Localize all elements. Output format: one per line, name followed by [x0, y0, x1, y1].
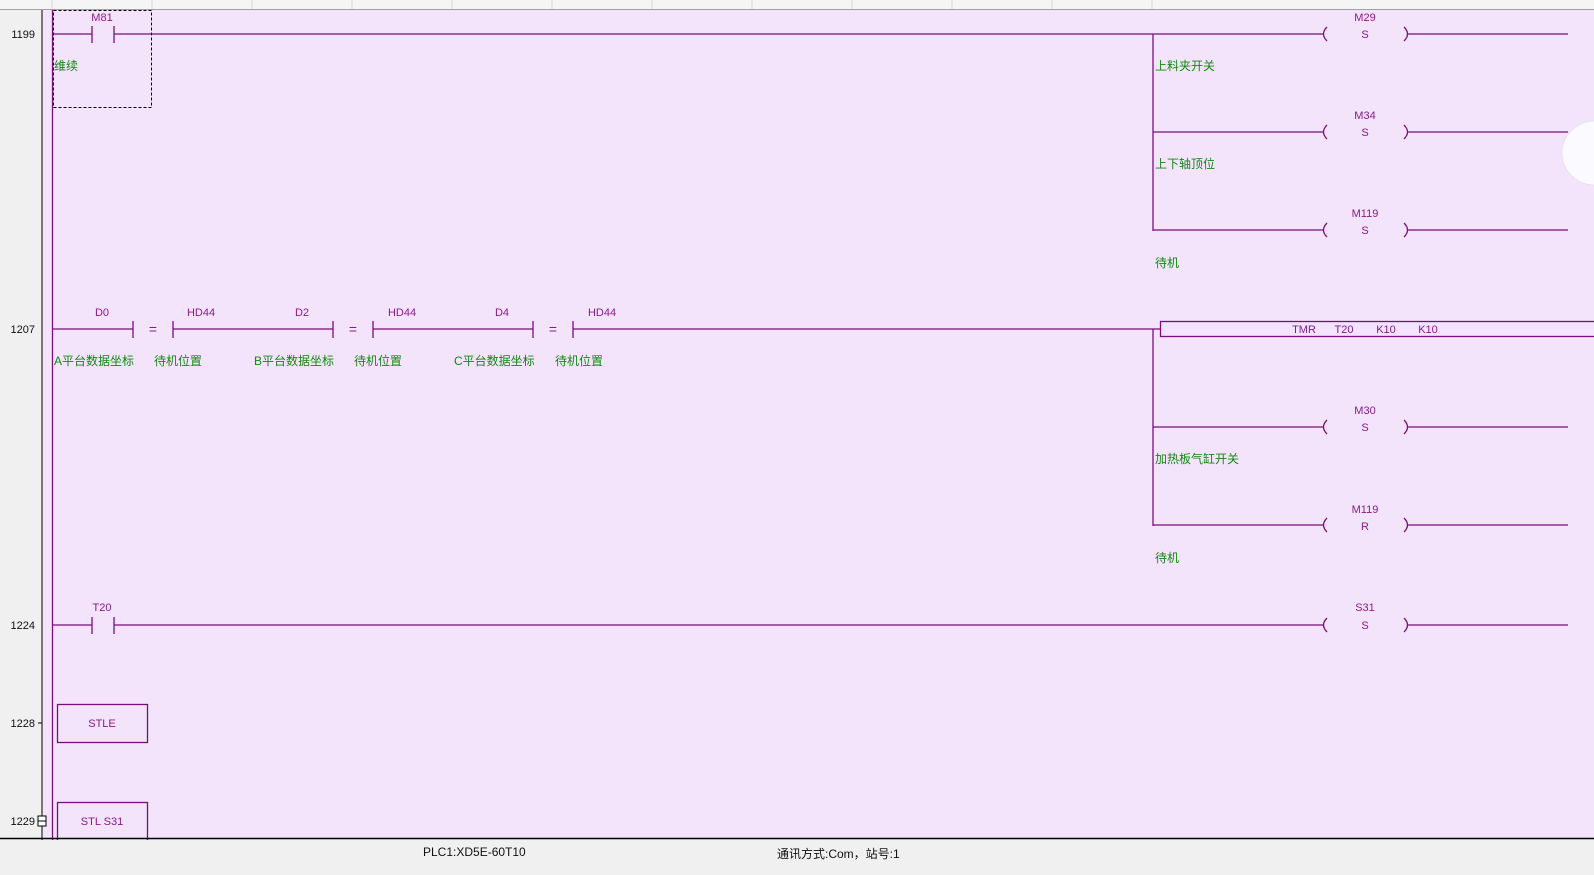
svg-text:D4: D4	[495, 307, 509, 319]
selection-cursor	[53, 10, 152, 108]
svg-text:待机: 待机	[1155, 256, 1179, 270]
ladder-background	[43, 10, 1594, 840]
svg-text:待机位置: 待机位置	[555, 353, 603, 368]
step-number: 1207	[11, 324, 35, 336]
svg-text:S31: S31	[1355, 602, 1375, 614]
svg-text:M30: M30	[1354, 405, 1375, 417]
svg-text:T20: T20	[93, 602, 112, 614]
svg-text:D0: D0	[95, 307, 109, 319]
svg-text:=: =	[349, 321, 357, 337]
plc-model: PLC1:XD5E-60T10	[423, 845, 526, 859]
step-number: 1228	[11, 718, 35, 730]
svg-text:K10: K10	[1376, 324, 1396, 336]
rung-1199[interactable]: M81 维续 M29 S 上料夹开关 M34 S 上下轴顶位 M119 S 待机	[53, 10, 1568, 271]
svg-text:S: S	[1361, 225, 1368, 237]
rung-1207[interactable]: D0 = HD44 A平台数据坐标 待机位置 D2 = HD44 B平台数据坐标…	[53, 307, 1594, 565]
svg-text:S: S	[1361, 29, 1368, 41]
svg-text:TMR: TMR	[1292, 324, 1316, 336]
stle-block[interactable]: STLE	[56, 703, 149, 744]
ladder-canvas[interactable]: 1199 1207 1224 1228 1229 M81 维续 M29 S 上料…	[0, 0, 1594, 854]
svg-text:K10: K10	[1418, 324, 1438, 336]
collapse-icon[interactable]	[37, 815, 47, 827]
svg-text:上料夹开关: 上料夹开关	[1155, 59, 1215, 73]
svg-text:T20: T20	[1335, 324, 1354, 336]
svg-text:S: S	[1361, 620, 1368, 632]
svg-text:STLE: STLE	[88, 718, 116, 730]
svg-text:S: S	[1361, 422, 1368, 434]
rung-1224[interactable]: T20 S31 S	[53, 602, 1568, 634]
status-bar: PLC1:XD5E-60T10 通讯方式:Com，站号:1	[0, 840, 1594, 875]
svg-text:D2: D2	[295, 307, 309, 319]
contact-operand: M81	[91, 12, 112, 24]
coil-m119-reset: M119 R 待机	[1155, 504, 1568, 565]
svg-text:A平台数据坐标: A平台数据坐标	[54, 353, 134, 368]
step-number: 1229	[11, 816, 35, 828]
coil-m29: M29 S 上料夹开关	[1155, 12, 1568, 73]
svg-text:HD44: HD44	[388, 307, 416, 319]
timer-block: TMR T20 K10 K10	[1159, 320, 1594, 338]
svg-text:C平台数据坐标: C平台数据坐标	[454, 353, 535, 368]
svg-text:=: =	[549, 321, 557, 337]
svg-text:待机位置: 待机位置	[354, 353, 402, 368]
svg-text:M119: M119	[1352, 504, 1379, 516]
svg-text:HD44: HD44	[187, 307, 215, 319]
floating-handle[interactable]	[1561, 120, 1594, 186]
column-dividers	[51, 0, 1153, 10]
coil-m34: M34 S 上下轴顶位	[1155, 110, 1568, 171]
svg-text:S: S	[1361, 127, 1368, 139]
svg-text:M119: M119	[1352, 208, 1379, 220]
step-number: 1224	[11, 620, 35, 632]
svg-text:M34: M34	[1354, 110, 1375, 122]
contact-comment: 维续	[54, 59, 78, 73]
column-header	[0, 0, 1594, 10]
svg-text:加热板气缸开关: 加热板气缸开关	[1155, 451, 1239, 466]
coil-m119-set: M119 S 待机	[1155, 208, 1568, 270]
svg-text:M29: M29	[1354, 12, 1375, 24]
svg-text:待机: 待机	[1155, 551, 1179, 565]
svg-text:STL S31: STL S31	[81, 816, 123, 828]
comm-info: 通讯方式:Com，站号:1	[777, 847, 900, 861]
svg-text:上下轴顶位: 上下轴顶位	[1155, 156, 1215, 171]
svg-text:待机位置: 待机位置	[154, 353, 202, 368]
coil-m30: M30 S 加热板气缸开关	[1155, 405, 1568, 466]
svg-text:R: R	[1361, 521, 1369, 533]
step-number: 1199	[11, 29, 35, 41]
svg-text:HD44: HD44	[588, 307, 616, 319]
svg-text:=: =	[149, 321, 157, 337]
svg-text:B平台数据坐标: B平台数据坐标	[254, 353, 334, 368]
